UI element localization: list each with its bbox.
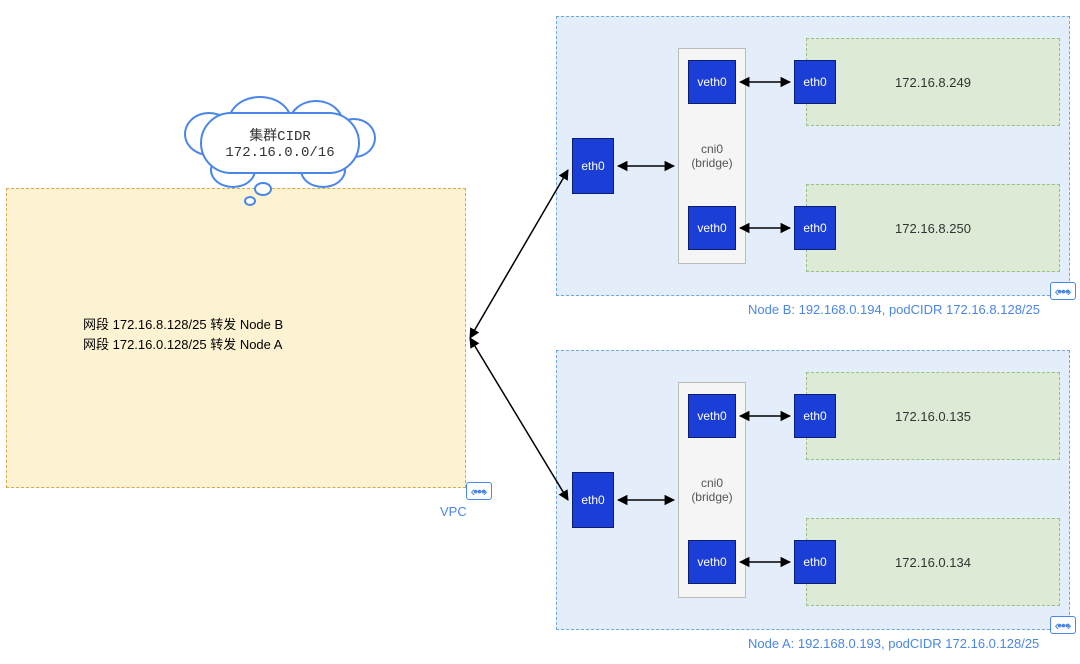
- node-b-pod2-eth0: eth0: [794, 206, 836, 250]
- node-b-veth-top: veth0: [688, 60, 736, 104]
- cloud-tail: [244, 196, 256, 206]
- iface-label: veth0: [697, 221, 726, 235]
- iface-label: veth0: [697, 75, 726, 89]
- pod-ip: 172.16.8.250: [895, 221, 971, 236]
- resize-handle-icon: •••: [466, 482, 492, 500]
- iface-label: eth0: [581, 159, 604, 173]
- node-b-pod2: 172.16.8.250: [806, 184, 1060, 272]
- resize-handle-icon: •••: [1050, 282, 1076, 300]
- node-a-pod1: 172.16.0.135: [806, 372, 1060, 460]
- vpc-route-a: 网段 172.16.0.128/25 转发 Node A: [83, 335, 283, 355]
- node-a-pod2: 172.16.0.134: [806, 518, 1060, 606]
- iface-label: eth0: [803, 409, 826, 423]
- iface-label: eth0: [803, 75, 826, 89]
- node-a-veth-top: veth0: [688, 394, 736, 438]
- node-b-eth0: eth0: [572, 138, 614, 194]
- node-a-pod1-eth0: eth0: [794, 394, 836, 438]
- node-a-caption: Node A: 192.168.0.193, podCIDR 172.16.0.…: [748, 636, 1039, 651]
- iface-label: eth0: [803, 221, 826, 235]
- vpc-container: 网段 172.16.8.128/25 转发 Node B 网段 172.16.0…: [6, 188, 466, 488]
- node-a-eth0: eth0: [572, 472, 614, 528]
- pod-ip: 172.16.0.135: [895, 409, 971, 424]
- vpc-label: VPC: [440, 504, 467, 519]
- cloud-line2: 172.16.0.0/16: [225, 145, 334, 161]
- vpc-routes: 网段 172.16.8.128/25 转发 Node B 网段 172.16.0…: [83, 315, 283, 354]
- node-b-pod1-eth0: eth0: [794, 60, 836, 104]
- node-a-pod2-eth0: eth0: [794, 540, 836, 584]
- node-b-pod1: 172.16.8.249: [806, 38, 1060, 126]
- node-a-veth-bot: veth0: [688, 540, 736, 584]
- iface-label: eth0: [803, 555, 826, 569]
- node-b-veth-bot: veth0: [688, 206, 736, 250]
- iface-label: veth0: [697, 555, 726, 569]
- pod-ip: 172.16.8.249: [895, 75, 971, 90]
- bridge-label: cni0 (bridge): [691, 476, 732, 504]
- pod-ip: 172.16.0.134: [895, 555, 971, 570]
- cluster-cidr-cloud: 集群CIDR 172.16.0.0/16: [200, 112, 360, 174]
- iface-label: veth0: [697, 409, 726, 423]
- cloud-line1: 集群CIDR: [249, 125, 311, 145]
- vpc-route-b: 网段 172.16.8.128/25 转发 Node B: [83, 315, 283, 335]
- iface-label: eth0: [581, 493, 604, 507]
- cloud-tail: [254, 182, 272, 196]
- resize-handle-icon: •••: [1050, 616, 1076, 634]
- node-b-caption: Node B: 192.168.0.194, podCIDR 172.16.8.…: [748, 302, 1040, 317]
- bridge-label: cni0 (bridge): [691, 142, 732, 170]
